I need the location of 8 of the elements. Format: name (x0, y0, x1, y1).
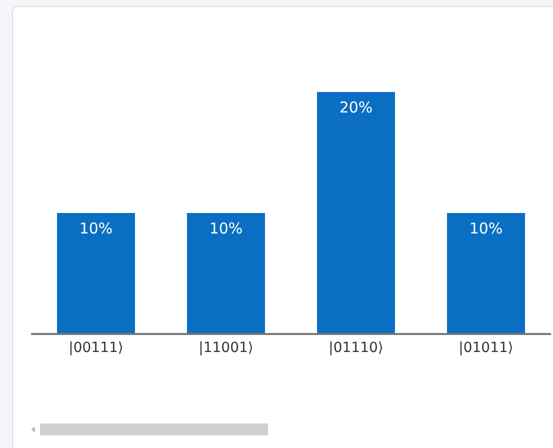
data-label: 10% (469, 220, 503, 238)
x-tick-label: |01011⟩ (458, 340, 514, 356)
x-tick-label: |11001⟩ (198, 340, 254, 356)
x-tick-label: |01110⟩ (328, 340, 384, 356)
data-label: 20% (339, 98, 373, 117)
data-label: 10% (209, 220, 243, 238)
data-label: 10% (79, 220, 113, 238)
x-tick-label: |00111⟩ (68, 340, 124, 356)
